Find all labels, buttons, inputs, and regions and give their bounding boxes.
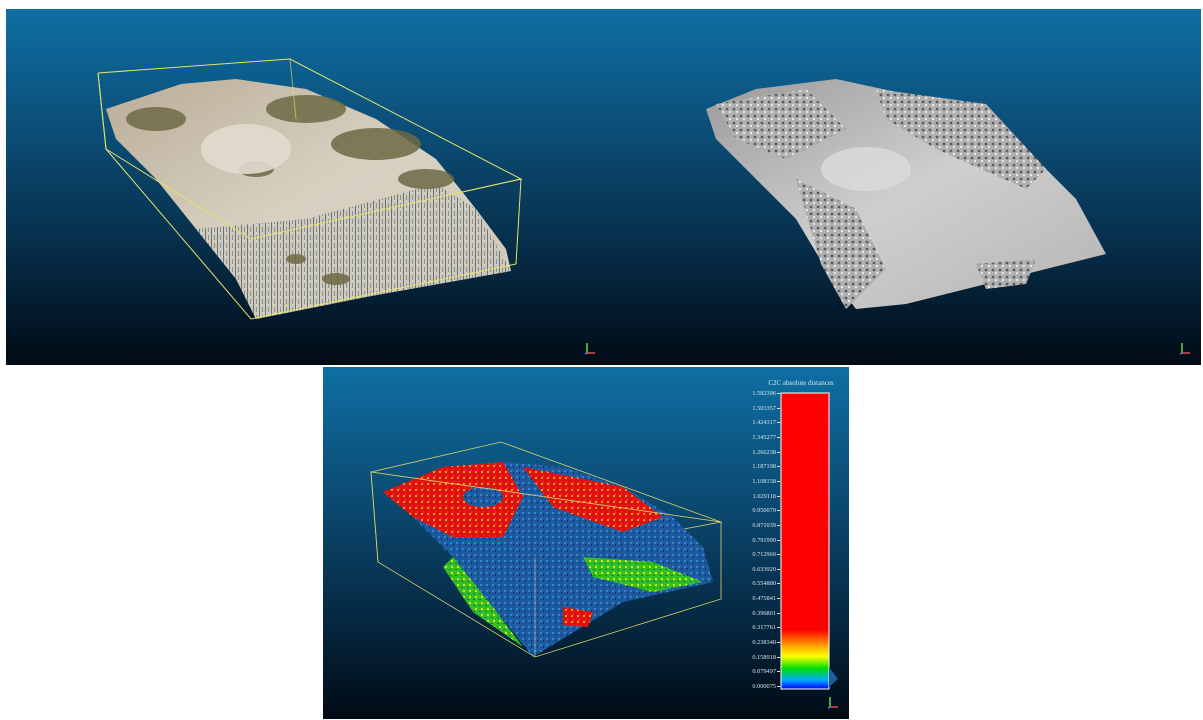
viewport-shaded[interactable] (606, 9, 1201, 365)
dune-shaded-render (706, 79, 1106, 309)
viewport-rgb[interactable] (6, 9, 606, 365)
axis-gizmo-icon (1179, 343, 1190, 355)
scalar-bar-title: C2C absolute distances (768, 379, 834, 387)
axis-gizmo-icon (584, 343, 595, 355)
dune-rgb-render (97, 58, 523, 320)
dune-c2c-render (370, 392, 838, 690)
axis-gizmo-icon (827, 697, 838, 709)
viewport-c2c-distances[interactable]: C2C absolute distances 1.582396 1.503357 1… (323, 367, 849, 719)
scalar-color-bar (780, 392, 830, 690)
